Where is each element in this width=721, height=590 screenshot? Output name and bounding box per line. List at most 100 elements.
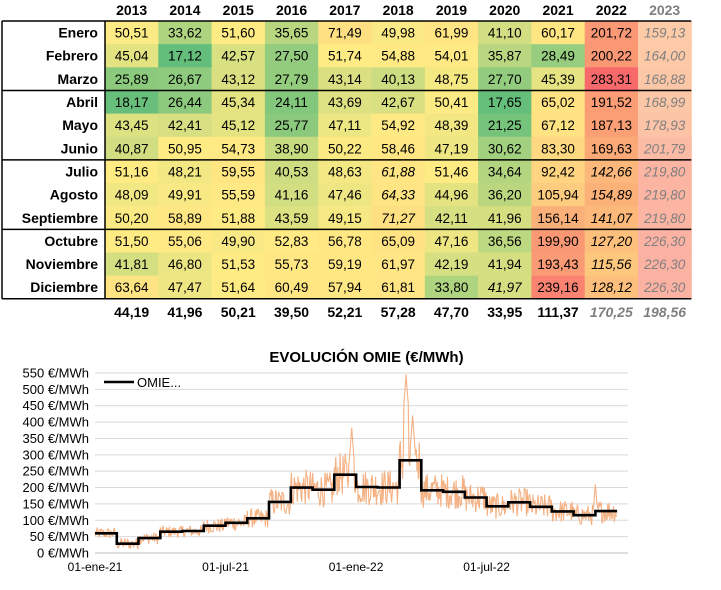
heat-cell (638, 275, 692, 300)
heat-cell (638, 136, 692, 161)
heat-value: 41,96 (488, 211, 522, 226)
heat-value: 65,09 (381, 234, 415, 249)
heat-value: 40,53 (275, 164, 309, 179)
month-label-1: Febrero (46, 48, 98, 64)
heat-cell (105, 252, 159, 277)
heat-value: 35,65 (275, 26, 309, 41)
heat-cell (318, 113, 372, 138)
heat-cell (158, 44, 213, 68)
heat-value: 48,63 (328, 164, 362, 179)
heat-cell (478, 159, 532, 184)
heat-value: 49,15 (328, 211, 362, 226)
heat-value: 63,64 (115, 280, 149, 295)
heat-cell (584, 113, 639, 138)
daily-price-line (94, 374, 617, 550)
heat-value: 59,19 (328, 257, 362, 272)
heat-value: 26,67 (168, 72, 202, 87)
legend-label: OMIE... (137, 375, 181, 390)
year-header-2022: 2022 (596, 2, 627, 18)
heat-cell (424, 206, 479, 230)
annual-average: 170,25 (590, 304, 633, 320)
heat-value: 67,12 (541, 118, 575, 133)
heat-value: 28,49 (541, 49, 575, 64)
heat-cell (371, 159, 426, 184)
heat-value: 55,73 (275, 257, 309, 272)
heat-value: 47,19 (435, 141, 469, 156)
heat-value: 41,97 (488, 280, 522, 295)
chart-title: EVOLUCIÓN OMIE (€/MWh) (269, 348, 463, 366)
heat-value: 226,30 (643, 280, 686, 295)
heat-value: 45,04 (115, 49, 149, 64)
y-tick-label: 50 €/MWh (30, 529, 89, 544)
heat-cell (478, 67, 532, 91)
heat-value: 239,16 (537, 280, 578, 295)
heat-cell (424, 252, 479, 277)
heat-value: 226,30 (643, 234, 686, 249)
heat-value: 30,62 (488, 141, 522, 156)
heat-cell (371, 67, 426, 91)
heat-cell (638, 206, 692, 230)
monthly-step-line (95, 459, 618, 545)
heat-value: 200,22 (591, 49, 632, 64)
heat-value: 51,46 (435, 164, 469, 179)
heat-value: 55,06 (168, 234, 202, 249)
heat-value: 33,80 (435, 280, 469, 295)
heat-cell (584, 183, 639, 207)
heat-value: 18,17 (115, 95, 149, 110)
heat-value: 41,10 (488, 26, 522, 41)
heat-value: 21,25 (488, 118, 522, 133)
heat-cell (531, 21, 586, 45)
heat-cell (531, 183, 586, 207)
heat-value: 35,87 (488, 49, 522, 64)
y-tick-label: 250 €/MWh (23, 464, 89, 479)
heat-cell (371, 21, 426, 45)
heat-value: 43,14 (328, 72, 362, 87)
x-tick-label: 01-jul-22 (463, 560, 510, 574)
heat-cell (371, 136, 426, 161)
heat-value: 226,30 (643, 257, 686, 272)
heat-cell (371, 44, 426, 68)
heat-cell (264, 275, 319, 300)
year-header-2016: 2016 (276, 2, 307, 18)
heat-cell (264, 21, 319, 45)
heat-cell (264, 113, 319, 138)
monthly-price-heatmap: 2013 2014 2015 2016 2017 2018 2019 2020 2021 2022… (1, 2, 692, 320)
heat-value: 58,89 (168, 211, 202, 226)
heat-cell (424, 183, 479, 207)
heat-cell (211, 113, 266, 138)
annual-average: 47,70 (434, 304, 469, 320)
y-tick-label: 100 €/MWh (23, 513, 89, 528)
heat-value: 55,59 (221, 188, 255, 203)
heat-cell (531, 113, 586, 138)
heat-cell (638, 183, 692, 207)
heat-cell (584, 44, 639, 68)
heat-value: 42,57 (221, 49, 255, 64)
heat-cell (478, 136, 532, 161)
heat-cell (478, 275, 532, 300)
heat-value: 92,42 (541, 164, 575, 179)
month-label-6: Julio (65, 163, 98, 179)
heat-cell (318, 275, 372, 300)
heat-cell (424, 136, 479, 161)
heat-cell (531, 67, 586, 91)
heat-cell (424, 90, 479, 115)
month-label-7: Agosto (50, 187, 98, 203)
heat-cell (158, 252, 213, 277)
heat-cell (424, 113, 479, 138)
heat-value: 17,65 (488, 95, 522, 110)
heat-value: 41,16 (275, 188, 309, 203)
heat-cell (211, 21, 266, 45)
x-tick-label: 01-jul-21 (202, 560, 249, 574)
heat-value: 47,46 (328, 188, 362, 203)
heat-cell (531, 44, 586, 68)
heat-cell (424, 67, 479, 91)
heat-cell (318, 21, 372, 45)
heat-cell (105, 90, 159, 115)
x-tick-label: 01-ene-21 (68, 560, 123, 574)
annual-average: 41,96 (167, 304, 202, 320)
heat-cell (211, 229, 266, 253)
heat-value: 27,79 (275, 72, 309, 87)
heat-cell (158, 183, 213, 207)
heat-value: 50,22 (328, 141, 362, 156)
heat-value: 141,07 (591, 211, 633, 226)
